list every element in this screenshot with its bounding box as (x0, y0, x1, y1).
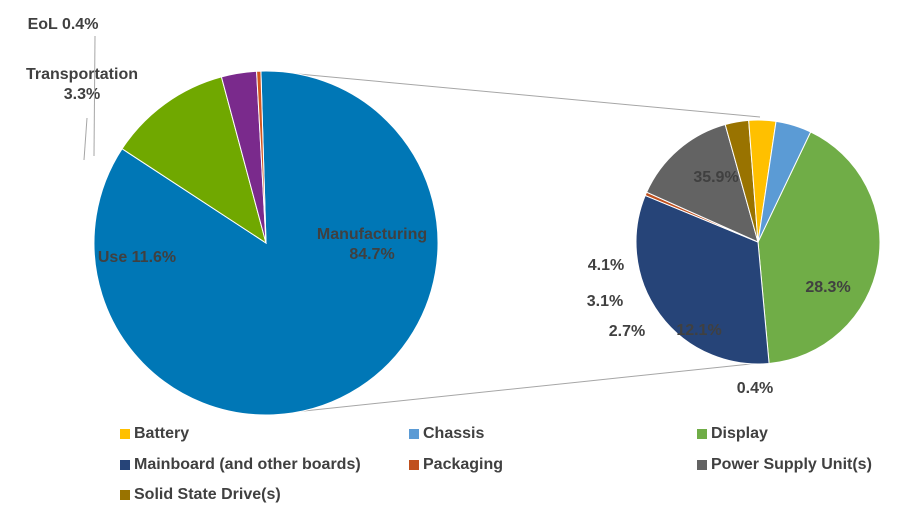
label-manufacturing: Manufacturing 84.7% (317, 226, 427, 263)
slice-eol (256, 70, 267, 244)
label-mainboard-and-other-boards: 28.3% (805, 279, 850, 296)
legend-item-display: Display (697, 425, 768, 443)
legend-label: Solid State Drive(s) (134, 486, 281, 503)
legend-label: Battery (134, 425, 190, 442)
secondary-pie (635, 119, 881, 365)
slice-power-supply-unit-s (645, 123, 759, 243)
legend-item-solid-state-drive-s: Solid State Drive(s) (120, 486, 281, 504)
legend-swatch (120, 429, 130, 439)
label-battery: 3.1% (587, 293, 623, 310)
legend-swatch (697, 429, 707, 439)
label-solid-state-drive-s: 2.7% (609, 323, 645, 340)
legend-swatch (697, 460, 707, 470)
legend-label: Packaging (423, 456, 504, 473)
leader-line-transportation (83, 117, 88, 161)
legend-item-mainboard-and-other-boards: Mainboard (and other boards) (120, 456, 361, 474)
slice-mainboard-and-other-boards (635, 194, 770, 365)
legend-swatch (409, 460, 419, 470)
legend-label: Mainboard (and other boards) (134, 456, 361, 473)
slice-display (757, 131, 881, 365)
legend-item-chassis: Chassis (409, 425, 484, 443)
legend-swatch (120, 460, 130, 470)
data-labels: Manufacturing 84.7% Use 11.6% Transportatio… (26, 16, 851, 397)
label-eol: EoL 0.4% (28, 16, 99, 33)
legend-item-power-supply-unit-s: Power Supply Unit(s) (697, 456, 872, 474)
slice-use (121, 76, 267, 245)
connector-line-bottom (265, 362, 761, 416)
connector-line-top (265, 70, 761, 118)
legend-swatch (120, 490, 130, 500)
slice-chassis (757, 120, 812, 243)
main-pie (93, 70, 439, 416)
legend-label: Power Supply Unit(s) (711, 456, 872, 473)
leader-line-eol (93, 35, 96, 157)
label-transportation: Transportation 3.3% (26, 66, 138, 103)
label-packaging: 0.4% (737, 380, 773, 397)
legend-label: Display (711, 425, 768, 442)
label-display: 35.9% (693, 169, 738, 186)
legend-label: Chassis (423, 425, 485, 442)
label-use: Use 11.6% (98, 249, 176, 266)
label-power-supply-unit-s: 12.1% (676, 322, 721, 339)
legend-swatch (409, 429, 419, 439)
legend-item-battery: Battery (120, 425, 189, 443)
legend-item-packaging: Packaging (409, 456, 503, 474)
label-chassis: 4.1% (588, 257, 624, 274)
